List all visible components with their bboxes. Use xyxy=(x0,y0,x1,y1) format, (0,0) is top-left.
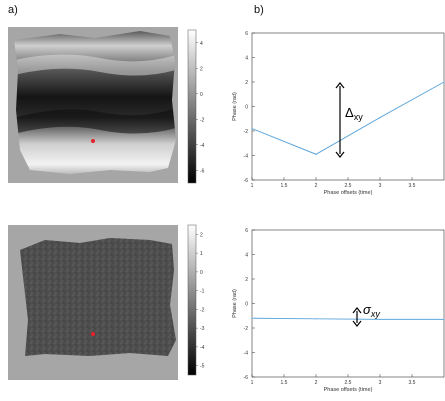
y-tick-label: -2 xyxy=(244,129,249,135)
phase-map-b: 2 1 0 -1 -2 -3 -4 -5 xyxy=(8,224,205,380)
x-tick-label: 1.5 xyxy=(281,183,288,189)
colorbar-tick-label: 4 xyxy=(200,41,203,47)
plot-frame xyxy=(251,229,445,378)
y-tick-label: 6 xyxy=(245,31,248,37)
x-tick-label: 2.5 xyxy=(345,183,352,189)
x-axis-label: Phase offsets (time) xyxy=(324,190,373,196)
colorbar-b xyxy=(187,224,197,376)
y-tick-label: -6 xyxy=(244,375,249,381)
y-tick-label: -2 xyxy=(244,326,249,332)
series-line xyxy=(251,317,444,320)
y-tick-label: -4 xyxy=(244,154,249,160)
colorbar-tick-label: -4 xyxy=(200,345,205,351)
annotation-symbol: Δ xyxy=(345,105,354,120)
phase-map-a: 4 2 0 -2 -4 -6 xyxy=(8,27,205,184)
annotation-arrowhead-top xyxy=(335,82,345,89)
y-axis-label: Phase (rad) xyxy=(232,92,238,121)
y-tick-label: 2 xyxy=(245,277,248,283)
x-tick-label: 2.5 xyxy=(345,380,352,386)
x-tick-label: 1 xyxy=(251,380,254,386)
annotation-subscript: xy xyxy=(370,309,381,319)
colorbar-tick-label: -1 xyxy=(200,289,205,295)
line-plot-a: 6 4 2 0 -2 -4 -61 1.5 2 2.5 3 3.5 Phase offsets (tim… xyxy=(232,31,445,196)
y-tick-label: -4 xyxy=(244,351,249,357)
line-plot-b: 6 4 2 0 -2 -4 -61 1.5 2 2.5 3 3.5 Phase offsets (tim… xyxy=(232,228,445,393)
y-tick-label: 2 xyxy=(245,80,248,86)
x-tick-label: 2 xyxy=(315,183,318,189)
colorbar-tick-label: -2 xyxy=(200,307,205,313)
annotation-symbol: σ xyxy=(363,302,372,317)
colorbar-a-ticks: 4 2 0 -2 -4 -6 xyxy=(196,41,205,174)
x-tick-label: 1.5 xyxy=(281,380,288,386)
colorbar-tick-label: 0 xyxy=(200,270,203,276)
colorbar-tick-label: 2 xyxy=(200,232,203,238)
y-tick-label: 0 xyxy=(245,302,248,308)
reference-marker-a xyxy=(91,139,95,143)
colorbar-tick-label: 2 xyxy=(200,66,203,72)
colorbar-tick-label: 1 xyxy=(200,251,203,257)
colorbar-tick-label: -4 xyxy=(200,143,205,149)
annotation-arrowhead-bottom xyxy=(352,320,362,327)
annotation-label: σxy xyxy=(363,302,380,319)
data-point xyxy=(315,153,317,155)
data-point xyxy=(379,116,381,119)
reference-marker-b xyxy=(91,332,95,336)
annotation-arrowhead-top xyxy=(352,307,362,314)
y-tick-label: 6 xyxy=(245,228,248,234)
series-line xyxy=(251,81,445,155)
annotation-arrowhead-bottom xyxy=(335,151,345,158)
map-a-phase-image xyxy=(14,31,176,174)
colorbar-a xyxy=(187,29,197,184)
x-tick-label: 2 xyxy=(315,380,318,386)
y-axis-label: Phase (rad) xyxy=(232,289,238,318)
y-tick-label: 4 xyxy=(245,56,248,62)
data-point xyxy=(251,127,253,130)
data-point xyxy=(443,318,445,321)
y-tick-label: -6 xyxy=(244,178,249,184)
x-tick-label: 1 xyxy=(251,183,254,189)
data-point xyxy=(443,81,445,83)
x-tick-label: 3 xyxy=(379,380,382,386)
annotation-label: Δxy xyxy=(345,105,363,122)
colorbar-tick-label: -5 xyxy=(200,364,205,370)
x-tick-label: 3.5 xyxy=(409,183,416,189)
colorbar-tick-label: -2 xyxy=(200,117,205,123)
y-tick-label: 0 xyxy=(245,105,248,111)
data-point xyxy=(315,318,317,320)
colorbar-tick-label: -3 xyxy=(200,326,205,332)
x-axis-label: Phase offsets (time) xyxy=(324,387,373,393)
data-point xyxy=(379,318,381,321)
colorbar-b-ticks: 2 1 0 -1 -2 -3 -4 -5 xyxy=(196,232,205,370)
x-tick-label: 3 xyxy=(379,183,382,189)
colorbar-tick-label: -6 xyxy=(200,168,205,174)
data-point xyxy=(251,317,253,319)
annotation-subscript: xy xyxy=(354,112,364,122)
y-tick-label: 4 xyxy=(245,253,248,259)
colorbar-tick-label: 0 xyxy=(200,92,203,98)
panel-label-a: a) xyxy=(8,4,18,16)
map-b-phase-image xyxy=(20,238,176,356)
panel-label-b: b) xyxy=(254,4,264,16)
x-tick-label: 3.5 xyxy=(409,380,416,386)
